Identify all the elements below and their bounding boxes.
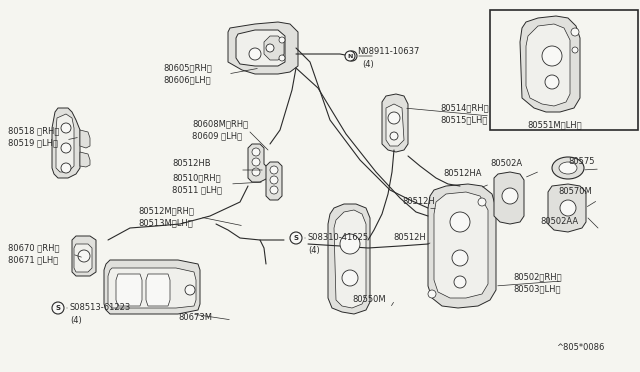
Text: 80510〈RH〉: 80510〈RH〉 bbox=[172, 173, 221, 183]
Text: 80513M〈LH〉: 80513M〈LH〉 bbox=[138, 218, 193, 228]
Polygon shape bbox=[428, 184, 496, 308]
Text: N08911-10637: N08911-10637 bbox=[357, 48, 419, 57]
Polygon shape bbox=[236, 30, 285, 66]
Text: 80606〈LH〉: 80606〈LH〉 bbox=[163, 76, 211, 84]
Polygon shape bbox=[52, 108, 80, 178]
Text: 80512M〈RH〉: 80512M〈RH〉 bbox=[138, 206, 194, 215]
Polygon shape bbox=[264, 36, 284, 60]
Circle shape bbox=[252, 168, 260, 176]
Circle shape bbox=[252, 158, 260, 166]
Circle shape bbox=[252, 148, 260, 156]
Text: 80512H: 80512H bbox=[393, 232, 426, 241]
Polygon shape bbox=[548, 184, 586, 232]
Text: 80550M: 80550M bbox=[352, 295, 386, 305]
Circle shape bbox=[390, 132, 398, 140]
Polygon shape bbox=[494, 172, 524, 224]
Circle shape bbox=[61, 143, 71, 153]
Text: 80673M: 80673M bbox=[178, 314, 212, 323]
Circle shape bbox=[388, 112, 400, 124]
Circle shape bbox=[342, 270, 358, 286]
Polygon shape bbox=[520, 16, 580, 112]
Text: 80511 〈LH〉: 80511 〈LH〉 bbox=[172, 186, 222, 195]
Circle shape bbox=[270, 186, 278, 194]
Text: N: N bbox=[348, 54, 353, 58]
Circle shape bbox=[428, 290, 436, 298]
Circle shape bbox=[502, 188, 518, 204]
Text: 80518 〈RH〉: 80518 〈RH〉 bbox=[8, 126, 60, 135]
Circle shape bbox=[450, 212, 470, 232]
Circle shape bbox=[270, 166, 278, 174]
Ellipse shape bbox=[552, 157, 584, 179]
Text: (4): (4) bbox=[308, 246, 320, 254]
Text: 80609 〈LH〉: 80609 〈LH〉 bbox=[192, 131, 242, 141]
Text: 80502A: 80502A bbox=[490, 158, 522, 167]
Circle shape bbox=[345, 51, 355, 61]
Polygon shape bbox=[386, 104, 404, 146]
Text: 80570M: 80570M bbox=[558, 187, 592, 196]
Circle shape bbox=[452, 250, 468, 266]
Text: 80502AA: 80502AA bbox=[540, 218, 578, 227]
Circle shape bbox=[249, 48, 261, 60]
Text: ^805*0086: ^805*0086 bbox=[556, 343, 604, 353]
Circle shape bbox=[61, 123, 71, 133]
Circle shape bbox=[545, 75, 559, 89]
Polygon shape bbox=[334, 210, 366, 308]
Polygon shape bbox=[328, 204, 370, 314]
Polygon shape bbox=[382, 94, 408, 152]
Circle shape bbox=[279, 37, 285, 43]
Circle shape bbox=[560, 200, 576, 216]
Text: 80670 〈RH〉: 80670 〈RH〉 bbox=[8, 244, 60, 253]
Polygon shape bbox=[104, 260, 200, 314]
Text: (4): (4) bbox=[70, 315, 82, 324]
Text: 80519 〈LH〉: 80519 〈LH〉 bbox=[8, 138, 58, 148]
Bar bbox=[490, 10, 638, 130]
Circle shape bbox=[270, 176, 278, 184]
Polygon shape bbox=[146, 274, 170, 306]
Polygon shape bbox=[434, 192, 488, 298]
Circle shape bbox=[571, 28, 579, 36]
Text: 80575: 80575 bbox=[568, 157, 595, 166]
Text: 80512HB: 80512HB bbox=[172, 160, 211, 169]
Ellipse shape bbox=[559, 162, 577, 174]
Circle shape bbox=[454, 276, 466, 288]
Circle shape bbox=[52, 302, 64, 314]
Text: 80515〈LH〉: 80515〈LH〉 bbox=[440, 115, 488, 125]
Circle shape bbox=[266, 44, 274, 52]
Polygon shape bbox=[108, 268, 196, 308]
Text: 80608M〈RH〉: 80608M〈RH〉 bbox=[192, 119, 248, 128]
Text: 80671 〈LH〉: 80671 〈LH〉 bbox=[8, 256, 58, 264]
Text: S08513-61223: S08513-61223 bbox=[70, 304, 131, 312]
Circle shape bbox=[542, 46, 562, 66]
Circle shape bbox=[478, 198, 486, 206]
Text: 80512H: 80512H bbox=[402, 196, 435, 205]
Polygon shape bbox=[248, 144, 268, 182]
Text: (4): (4) bbox=[362, 60, 374, 68]
Text: 80514〈RH〉: 80514〈RH〉 bbox=[440, 103, 488, 112]
Text: 80502〈RH〉: 80502〈RH〉 bbox=[513, 273, 562, 282]
Circle shape bbox=[185, 285, 195, 295]
Polygon shape bbox=[80, 130, 90, 148]
Text: S: S bbox=[56, 305, 61, 311]
Polygon shape bbox=[74, 244, 92, 272]
Circle shape bbox=[340, 234, 360, 254]
Text: S: S bbox=[294, 235, 298, 241]
Circle shape bbox=[279, 55, 285, 61]
Text: 80512HA: 80512HA bbox=[443, 170, 481, 179]
Circle shape bbox=[78, 250, 90, 262]
Circle shape bbox=[347, 51, 357, 61]
Polygon shape bbox=[526, 24, 570, 106]
Text: 80605〈RH〉: 80605〈RH〉 bbox=[163, 64, 212, 73]
Text: S08310-41625: S08310-41625 bbox=[308, 234, 369, 243]
Circle shape bbox=[290, 232, 302, 244]
Text: 80551M〈LH〉: 80551M〈LH〉 bbox=[527, 121, 582, 129]
Polygon shape bbox=[80, 152, 90, 167]
Circle shape bbox=[572, 47, 578, 53]
Polygon shape bbox=[228, 22, 298, 74]
Text: 80503〈LH〉: 80503〈LH〉 bbox=[513, 285, 561, 294]
Polygon shape bbox=[56, 114, 74, 172]
Circle shape bbox=[61, 163, 71, 173]
Polygon shape bbox=[266, 162, 282, 200]
Polygon shape bbox=[72, 236, 96, 276]
Polygon shape bbox=[116, 274, 142, 306]
